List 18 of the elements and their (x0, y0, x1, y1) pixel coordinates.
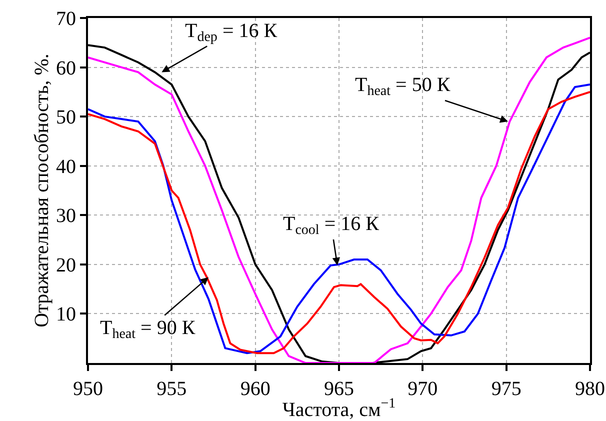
y-tick-label: 30 (56, 205, 76, 228)
x-tick-label: 960 (240, 378, 270, 400)
x-tick-label: 980 (575, 378, 605, 400)
x-tick-label: 950 (73, 378, 103, 400)
y-tick-label: 60 (56, 57, 76, 80)
annotation: T$_{heat}$ = 50 К (355, 74, 451, 100)
y-axis-title: Отражательная способность, %. (31, 54, 53, 328)
y-tick-label: 20 (56, 254, 76, 276)
x-tick-label: 955 (156, 378, 187, 400)
y-tick-label: 10 (56, 304, 76, 326)
y-tick-label: 50 (56, 106, 76, 129)
x-tick-label: 975 (491, 378, 522, 400)
y-tick-label: 70 (56, 8, 76, 30)
annotation: T$_{heat}$ = 90 К (100, 317, 196, 342)
annotation: T$_{dep}$ = 16 К (185, 20, 278, 46)
x-tick-label: 970 (408, 378, 438, 400)
y-tick-label: 40 (56, 156, 76, 178)
annotation: T$_{cool}$ = 16 К (283, 213, 380, 238)
